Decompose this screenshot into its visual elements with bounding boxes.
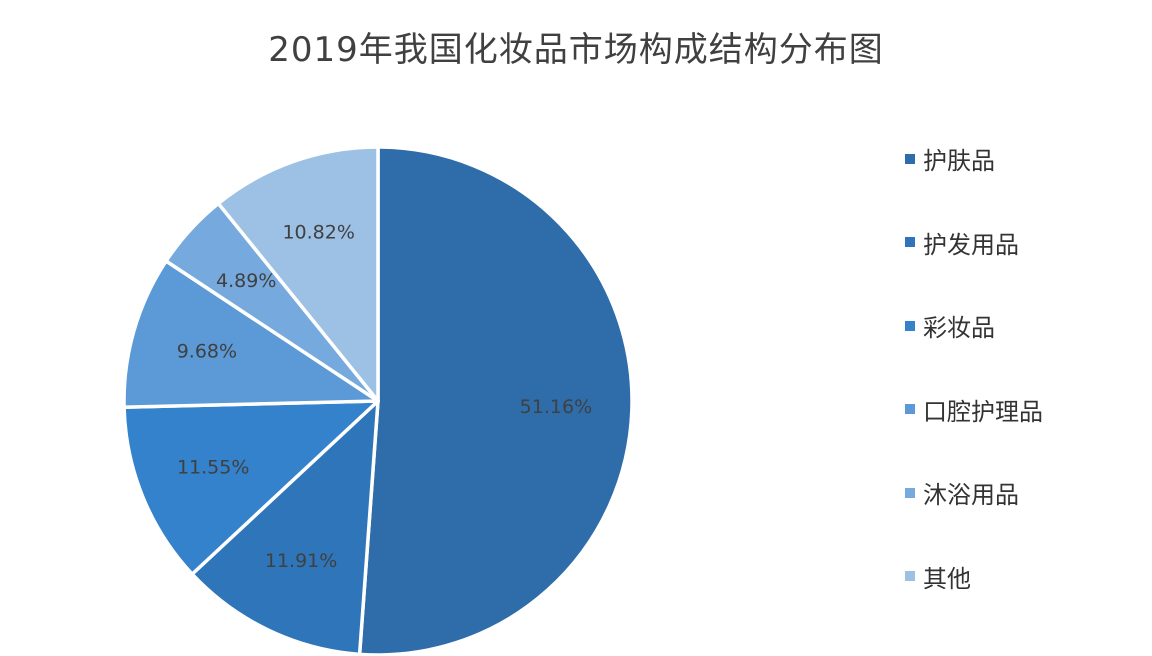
legend-label-4: 口腔护理品 — [923, 397, 1043, 426]
pie-label-5: 4.89% — [216, 270, 276, 292]
pie-label-1: 51.16% — [520, 396, 592, 418]
legend-item-3: 彩妆品 — [905, 305, 1043, 346]
legend: 护肤品护发用品彩妆品口腔护理品沐浴用品其他 — [905, 138, 1043, 639]
pie-labels: 51.16% 11.91% 11.55% 9.68% 4.89% 10.82% — [177, 222, 592, 572]
legend-label-3: 彩妆品 — [923, 314, 995, 342]
legend-swatch-3 — [905, 320, 915, 331]
legend-swatch-1 — [905, 153, 915, 164]
pie-slice-6 — [216, 145, 380, 403]
legend-item-5: 沐浴用品 — [905, 472, 1043, 513]
pie-slices — [122, 145, 634, 656]
pie-label-4: 9.68% — [177, 340, 237, 362]
legend-swatch-5 — [905, 487, 915, 498]
legend-item-4: 口腔护理品 — [905, 389, 1043, 430]
legend-label-6: 其他 — [923, 564, 971, 593]
legend-item-2: 护发用品 — [905, 222, 1043, 263]
legend-item-6: 其他 — [905, 556, 1043, 597]
pie-label-2: 11.91% — [265, 550, 337, 572]
legend-swatch-4 — [905, 404, 915, 414]
pie-slice-1 — [357, 145, 634, 656]
legend-label-2: 护发用品 — [923, 230, 1019, 259]
legend-item-1: 护肤品 — [905, 138, 1043, 179]
chart-title: 2019年我国化妆品市场构成结构分布图 — [268, 30, 884, 70]
pie-label-3: 11.55% — [177, 457, 249, 479]
pie-label-6: 10.82% — [282, 222, 354, 244]
legend-swatch-6 — [905, 571, 915, 581]
pie-slice-3 — [122, 399, 380, 576]
legend-label-1: 护肤品 — [923, 147, 995, 175]
legend-label-5: 沐浴用品 — [923, 481, 1019, 509]
pie-slice-4 — [122, 259, 380, 409]
pie-slice-2 — [190, 399, 380, 656]
legend-swatch-2 — [905, 237, 915, 247]
